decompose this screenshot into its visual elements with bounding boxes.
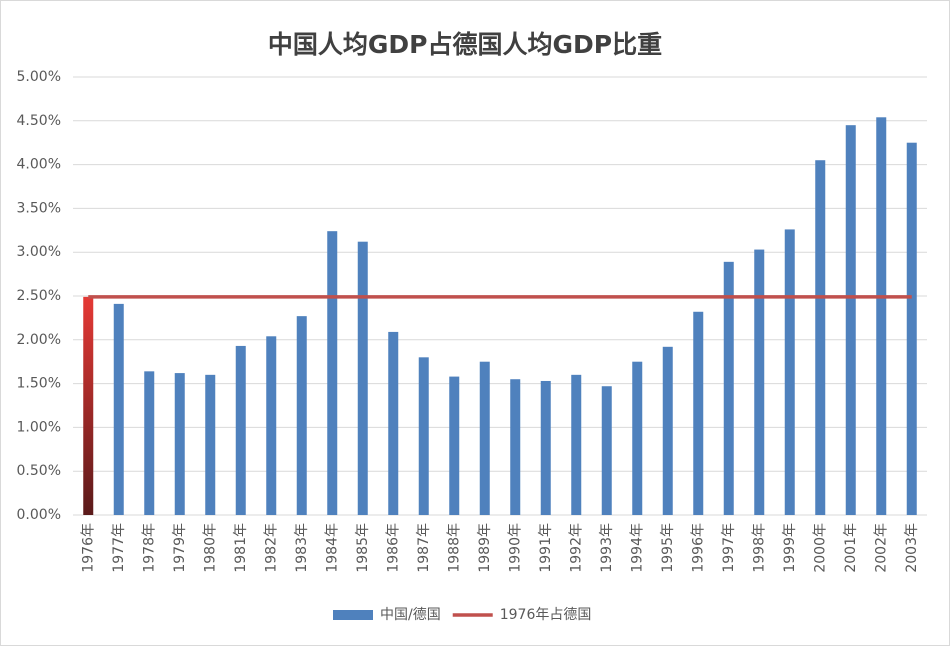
- bar: [540, 380, 551, 515]
- bar: [601, 386, 612, 515]
- x-tick-label: 1980年: [202, 523, 218, 573]
- bar: [571, 374, 582, 515]
- bar: [723, 261, 734, 515]
- bar: [449, 376, 460, 515]
- x-tick-label: 2003年: [904, 523, 920, 573]
- y-tick-label: 0.00%: [17, 507, 61, 523]
- y-tick-label: 3.50%: [17, 200, 61, 216]
- x-tick-label: 1996年: [690, 523, 706, 573]
- x-tick-label: 1990年: [507, 523, 523, 573]
- bar: [327, 231, 338, 515]
- bar: [479, 361, 490, 515]
- x-tick-label: 1977年: [111, 523, 127, 573]
- bar: [235, 345, 246, 515]
- bar: [296, 316, 307, 515]
- y-tick-label: 4.50%: [17, 113, 61, 129]
- bar: [357, 241, 368, 516]
- x-tick-label: 1994年: [629, 523, 645, 573]
- x-tick-label: 2001年: [843, 523, 859, 573]
- x-tick-label: 1993年: [599, 523, 615, 573]
- x-tick-label: 1997年: [721, 523, 737, 573]
- x-tick-label: 1989年: [477, 523, 493, 573]
- x-tick-label: 1985年: [355, 523, 371, 573]
- legend-label: 中国/德国: [380, 607, 441, 623]
- bar: [693, 311, 704, 515]
- x-tick-label: 1986年: [385, 523, 401, 573]
- y-tick-label: 2.00%: [17, 332, 61, 348]
- bar: [815, 160, 826, 515]
- x-tick-label: 1992年: [568, 523, 584, 573]
- bar: [266, 336, 277, 515]
- x-tick-label: 1988年: [446, 523, 462, 573]
- chart-title: 中国人均GDP占德国人均GDP比重: [268, 30, 662, 59]
- x-tick-label: 1979年: [172, 523, 188, 573]
- bar: [845, 125, 856, 516]
- x-tick-label: 2002年: [873, 523, 889, 573]
- bar: [876, 117, 887, 516]
- bar: [388, 331, 399, 515]
- x-tick-label: 1999年: [782, 523, 798, 573]
- y-tick-label: 1.00%: [17, 419, 61, 435]
- legend-swatch: [333, 610, 373, 620]
- bar: [662, 346, 673, 515]
- x-tick-label: 1984年: [324, 523, 340, 573]
- bar: [418, 357, 429, 515]
- bar: [205, 374, 216, 515]
- y-tick-label: 3.00%: [17, 244, 61, 260]
- x-tick-label: 1981年: [233, 523, 249, 573]
- bar: [754, 249, 765, 515]
- legend-label: 1976年占德国: [500, 607, 592, 623]
- y-tick-label: 5.00%: [17, 69, 61, 85]
- bar: [83, 296, 94, 515]
- x-tick-label: 2000年: [812, 523, 828, 573]
- x-tick-label: 1995年: [660, 523, 676, 573]
- x-tick-label: 1978年: [141, 523, 157, 573]
- bar: [144, 371, 155, 515]
- x-tick-label: 1991年: [538, 523, 554, 573]
- x-tick-label: 1976年: [80, 523, 96, 573]
- x-tick-label: 1983年: [294, 523, 310, 573]
- bar: [784, 229, 795, 515]
- y-tick-label: 0.50%: [17, 463, 61, 479]
- y-tick-label: 2.50%: [17, 288, 61, 304]
- bar: [510, 379, 521, 515]
- y-tick-label: 4.00%: [17, 157, 61, 173]
- bar: [906, 142, 917, 515]
- x-tick-label: 1987年: [416, 523, 432, 573]
- bar: [174, 373, 185, 515]
- x-tick-label: 1982年: [263, 523, 279, 573]
- bar: [113, 303, 124, 515]
- y-tick-label: 1.50%: [17, 376, 61, 392]
- x-tick-label: 1998年: [751, 523, 767, 573]
- bar: [632, 361, 643, 515]
